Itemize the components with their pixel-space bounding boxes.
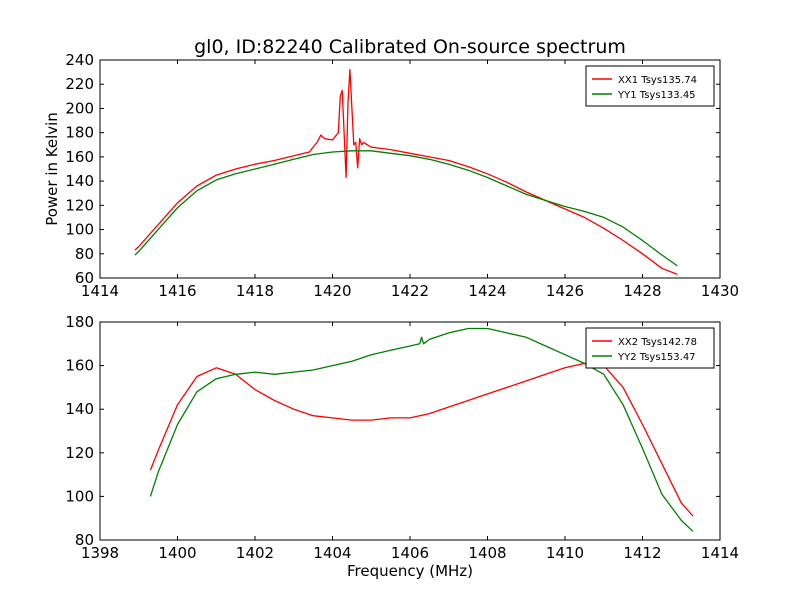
series-line-yy2 [149,327,694,532]
x-tick-label: 1414 [81,282,119,300]
x-tick-label: 1400 [158,544,196,562]
x-tick-label: 1414 [701,544,739,562]
chart-title: gl0, ID:82240 Calibrated On-source spect… [194,36,626,58]
bottom-panel: 1398 1400 1402 1404 1406 1408 1410 1412 1414 80 10… [65,313,739,562]
y-tick-label: 80 [75,245,94,263]
x-tick-label: 1420 [313,282,351,300]
x-tick-label: 1430 [701,282,739,300]
y-tick-label: 240 [65,51,94,69]
legend-label: XX2 Tsys142.78 [618,337,697,348]
x-tick-label: 1406 [391,544,429,562]
y-tick-label: 60 [75,269,94,287]
x-tick-label: 1416 [158,282,196,300]
y-tick-label: 180 [65,313,94,331]
y-tick-label: 140 [65,400,94,418]
y-tick-label: 180 [65,124,94,142]
y-tick-label: 120 [65,196,94,214]
x-tick-label: 1398 [81,544,119,562]
x-tick-label: 1410 [546,544,584,562]
y-tick-label: 160 [65,148,94,166]
y-tick-label: 100 [65,221,94,239]
x-axis-label: Frequency (MHz) [347,562,473,580]
y-tick-label: 120 [65,444,94,462]
x-tick-label: 1424 [468,282,506,300]
y-tick-label: 140 [65,172,94,190]
series-line-xx2 [149,362,694,517]
y-tick-label: 80 [75,531,94,549]
series-line-yy1 [134,150,678,267]
x-tick-label: 1404 [313,544,351,562]
x-tick-label: 1402 [236,544,274,562]
x-tick-label: 1422 [391,282,429,300]
legend-label: XX1 Tsys135.74 [618,75,697,86]
x-tick-label: 1426 [546,282,584,300]
y-tick-label: 220 [65,75,94,93]
legend-label: YY2 Tsys153.47 [617,352,696,363]
x-tick-label: 1418 [236,282,274,300]
legend-box [585,65,715,107]
legend: XX1 Tsys135.74 YY1 Tsys133.45 [585,65,715,107]
legend-box [585,327,715,369]
x-tick-label: 1428 [623,282,661,300]
y-tick-label: 100 [65,487,94,505]
legend-label: YY1 Tsys133.45 [617,90,696,101]
y-tick-label: 160 [65,357,94,375]
y-axis-label: Power in Kelvin [43,112,61,226]
x-tick-label: 1412 [623,544,661,562]
series-line-xx1 [134,69,678,276]
legend: XX2 Tsys142.78 YY2 Tsys153.47 [585,327,715,369]
x-tick-label: 1408 [468,544,506,562]
y-tick-label: 200 [65,99,94,117]
top-panel: 1414 1416 1418 1420 1422 1424 1426 1428 1430 60 80… [65,51,739,300]
